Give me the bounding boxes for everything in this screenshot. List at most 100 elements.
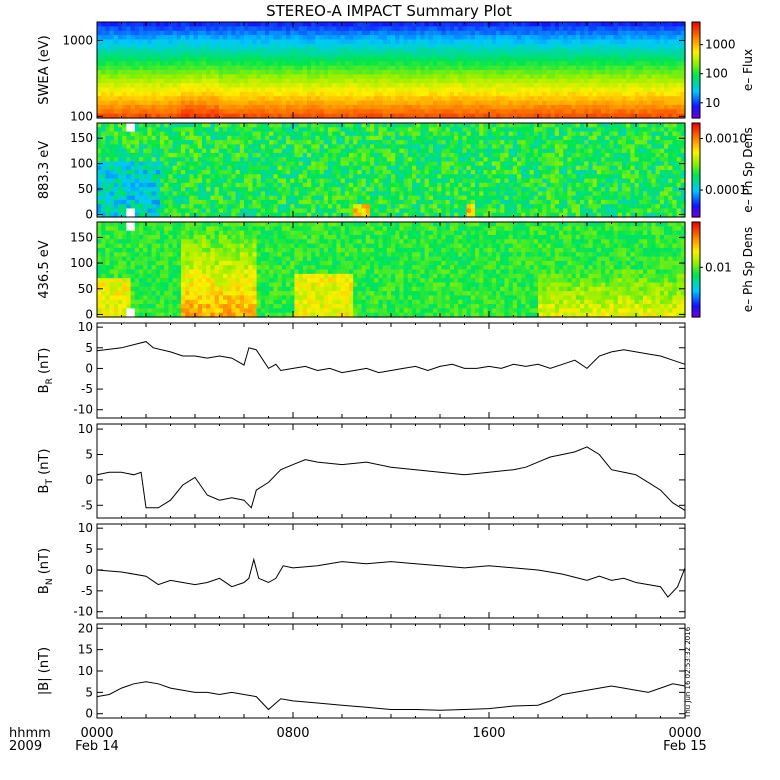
heatmap-cell bbox=[361, 165, 367, 171]
heatmap-cell bbox=[676, 39, 682, 45]
heatmap-cell bbox=[357, 39, 363, 45]
heatmap-cell bbox=[374, 83, 379, 89]
heatmap-cell bbox=[659, 96, 665, 102]
heatmap-cell bbox=[357, 199, 363, 205]
heatmap-cell bbox=[357, 109, 363, 115]
heatmap-cell bbox=[542, 61, 547, 67]
colorbar-segment bbox=[692, 94, 700, 97]
heatmap-cell bbox=[365, 165, 371, 171]
heatmap-cell bbox=[256, 91, 262, 97]
heatmap-cell bbox=[244, 74, 249, 80]
heatmap-cell bbox=[239, 123, 245, 128]
heatmap-cell bbox=[105, 87, 111, 93]
heatmap-cell bbox=[588, 39, 594, 45]
heatmap-cell bbox=[197, 212, 203, 218]
heatmap-cell bbox=[655, 70, 661, 75]
heatmap-cell bbox=[105, 178, 111, 184]
heatmap-cell bbox=[130, 170, 136, 175]
heatmap-cell bbox=[260, 35, 266, 41]
heatmap-cell bbox=[151, 140, 157, 145]
heatmap-cell bbox=[563, 43, 568, 49]
heatmap-cell bbox=[521, 26, 526, 32]
heatmap-cell bbox=[416, 48, 421, 54]
heatmap-cell bbox=[559, 26, 564, 32]
heatmap-cell bbox=[223, 30, 228, 36]
heatmap-cell bbox=[281, 74, 287, 80]
heatmap-cell bbox=[290, 195, 295, 201]
heatmap-cell bbox=[441, 35, 447, 41]
heatmap-cell bbox=[151, 96, 157, 102]
heatmap-cell bbox=[487, 100, 493, 106]
heatmap-cell bbox=[403, 109, 409, 115]
heatmap-cell bbox=[655, 61, 661, 67]
heatmap-cell bbox=[231, 170, 237, 175]
heatmap-cell bbox=[622, 43, 627, 49]
heatmap-cell bbox=[319, 70, 325, 75]
heatmap-cell bbox=[609, 35, 615, 41]
heatmap-cell bbox=[596, 83, 602, 89]
heatmap-cell bbox=[437, 74, 442, 80]
heatmap-cell bbox=[445, 104, 451, 110]
heatmap-cell bbox=[470, 70, 476, 75]
heatmap-cell bbox=[109, 178, 115, 184]
heatmap-cell bbox=[185, 113, 190, 119]
heatmap-cell bbox=[403, 100, 409, 106]
heatmap-cell bbox=[273, 83, 279, 89]
heatmap-cell bbox=[420, 100, 426, 106]
heatmap-cell bbox=[542, 83, 547, 89]
heatmap-cell bbox=[554, 30, 560, 36]
colorbar-segment bbox=[692, 92, 700, 95]
heatmap-cell bbox=[538, 96, 543, 102]
heatmap-cell bbox=[370, 83, 375, 89]
heatmap-cell bbox=[197, 74, 203, 80]
heatmap-cell bbox=[424, 178, 430, 184]
heatmap-cell bbox=[609, 70, 615, 75]
heatmap-cell bbox=[105, 35, 111, 41]
heatmap-cell bbox=[172, 148, 178, 154]
heatmap-cell bbox=[638, 83, 644, 89]
heatmap-cell bbox=[634, 113, 640, 119]
heatmap-cell bbox=[134, 61, 140, 67]
heatmap-cell bbox=[197, 127, 203, 133]
heatmap-cell bbox=[529, 87, 535, 93]
heatmap-cell bbox=[193, 148, 199, 154]
y-tick-label: 1000 bbox=[62, 33, 93, 47]
heatmap-cell bbox=[260, 195, 266, 201]
heatmap-cell bbox=[643, 35, 648, 41]
heatmap-cell bbox=[197, 26, 203, 32]
heatmap-cell bbox=[588, 48, 594, 54]
heatmap-cell bbox=[353, 148, 358, 154]
heatmap-cell bbox=[193, 39, 199, 45]
heatmap-cell bbox=[139, 195, 144, 201]
heatmap-cell bbox=[164, 35, 169, 41]
heatmap-cell bbox=[248, 191, 253, 197]
heatmap-cell bbox=[290, 78, 295, 84]
heatmap-cell bbox=[554, 91, 560, 97]
heatmap-cell bbox=[378, 96, 384, 102]
heatmap-cell bbox=[311, 78, 316, 84]
heatmap-cell bbox=[496, 26, 501, 32]
heatmap-cell bbox=[601, 43, 606, 49]
heatmap-cell bbox=[143, 35, 148, 41]
heatmap-cell bbox=[218, 43, 224, 49]
heatmap-cell bbox=[575, 74, 581, 80]
heatmap-cell bbox=[382, 127, 388, 133]
heatmap-cell bbox=[185, 35, 190, 41]
heatmap-cell bbox=[445, 78, 451, 84]
heatmap-cell bbox=[143, 157, 148, 163]
heatmap-cell bbox=[193, 165, 199, 171]
colorbar-segment bbox=[692, 71, 700, 74]
heatmap-cell bbox=[252, 65, 258, 71]
colorbar-segment bbox=[692, 76, 700, 79]
heatmap-cell bbox=[353, 87, 358, 93]
heatmap-cell bbox=[428, 165, 434, 171]
heatmap-cell bbox=[197, 22, 203, 27]
heatmap-cell bbox=[134, 140, 140, 145]
heatmap-cell bbox=[353, 208, 358, 214]
heatmap-cell bbox=[668, 39, 673, 45]
heatmap-cell bbox=[437, 135, 442, 141]
heatmap-cell bbox=[370, 157, 375, 163]
heatmap-cell bbox=[475, 96, 480, 102]
heatmap-cell bbox=[617, 26, 623, 32]
heatmap-cell bbox=[160, 35, 165, 41]
